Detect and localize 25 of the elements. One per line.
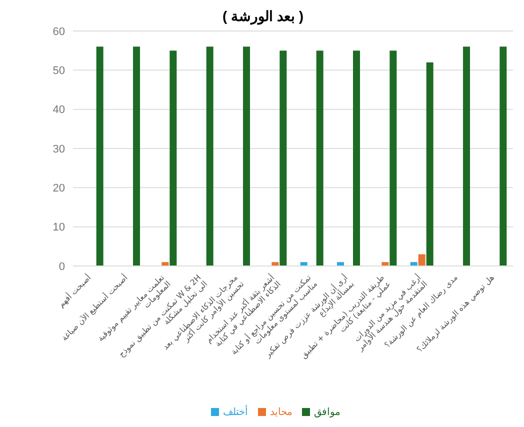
bar bbox=[280, 50, 287, 266]
bar bbox=[96, 46, 104, 266]
legend-label: أختلف bbox=[223, 407, 248, 418]
chart-title: ( بعد الورشة ) bbox=[221, 8, 304, 26]
y-tick-label: 10 bbox=[52, 222, 65, 234]
bar bbox=[206, 46, 214, 266]
bar bbox=[170, 50, 177, 266]
bar bbox=[418, 254, 426, 266]
bar bbox=[426, 62, 434, 266]
y-tick-label: 20 bbox=[52, 182, 65, 195]
legend-label: موافق bbox=[314, 407, 340, 418]
y-tick-label: 50 bbox=[52, 65, 65, 78]
bar bbox=[133, 46, 140, 266]
y-tick-label: 60 bbox=[52, 26, 65, 38]
x-tick-label: أصبحت أفهم bbox=[56, 272, 93, 310]
y-tick-label: 40 bbox=[52, 104, 65, 116]
legend-label: محايد bbox=[270, 407, 292, 418]
y-tick-label: 30 bbox=[52, 143, 65, 156]
y-tick-label: 0 bbox=[58, 260, 65, 273]
bar bbox=[500, 46, 507, 266]
bar bbox=[243, 46, 250, 266]
bar bbox=[463, 46, 470, 266]
bar bbox=[390, 50, 397, 266]
bar bbox=[316, 50, 324, 266]
bar bbox=[353, 50, 360, 266]
